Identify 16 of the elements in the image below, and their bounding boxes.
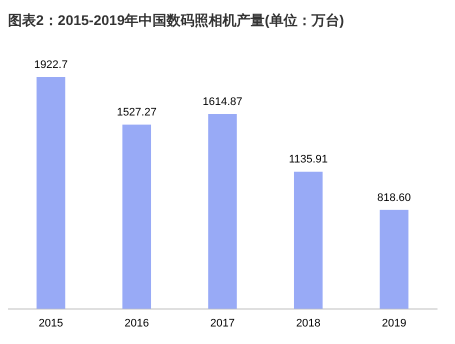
bar <box>380 210 408 309</box>
x-tick-label: 2015 <box>38 317 64 330</box>
data-label: 1527.27 <box>116 106 157 118</box>
data-label: 1614.87 <box>202 96 242 108</box>
x-tick-label: 2019 <box>382 317 406 330</box>
data-label: 1922.7 <box>34 58 68 71</box>
x-tick-label: 2017 <box>210 317 235 330</box>
bar <box>122 124 152 309</box>
bar <box>36 76 66 309</box>
x-tick-label: 2018 <box>296 317 321 330</box>
data-label: 818.60 <box>377 192 411 204</box>
data-label: 1135.91 <box>288 154 328 166</box>
chart-title: 图表2：2015-2019年中国数码照相机产量(单位：万台) <box>8 11 346 30</box>
bar <box>294 172 323 309</box>
x-tick-label: 2016 <box>124 317 149 330</box>
bar <box>208 114 237 309</box>
